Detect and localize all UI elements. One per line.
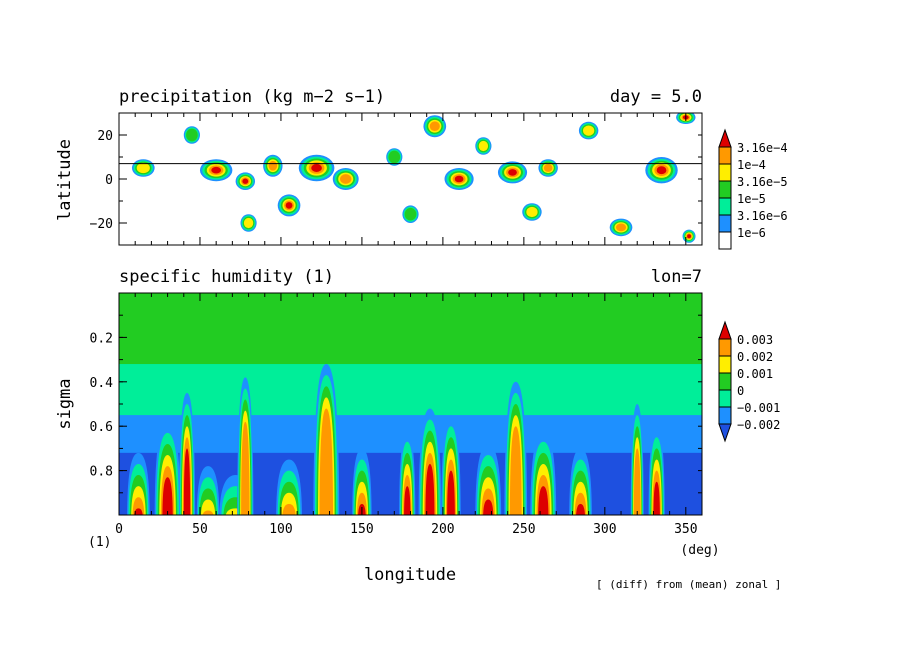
top-ytick-label: 20 <box>97 129 113 144</box>
humidity-plume <box>538 486 549 515</box>
bottom-ytick-label: 0.8 <box>90 465 113 480</box>
precip-cell <box>656 166 667 175</box>
colorbar-label: −0.002 <box>737 418 780 432</box>
colorbar-swatch <box>718 338 732 357</box>
precip-cell <box>508 169 517 176</box>
top-colorbar: 1e−6 3.16e−6 1e−5 3.16e−5 1e−4 3.16e−4 <box>718 128 788 250</box>
humidity-plume <box>509 426 522 515</box>
xunit-label: (deg) <box>680 543 719 558</box>
colorbar-swatch <box>718 406 732 425</box>
precip-cell <box>526 206 538 218</box>
precip-cell <box>583 125 595 136</box>
colorbar-label: 3.16e−6 <box>737 209 788 223</box>
top-axis: 20 0 −20 <box>90 112 703 246</box>
precip-cell <box>404 207 417 221</box>
colorbar-swatch <box>718 320 732 340</box>
precip-cell <box>687 234 691 239</box>
humidity-plume <box>404 486 411 515</box>
precip-cell <box>186 128 198 142</box>
bottom-xtick-label: 200 <box>431 522 454 537</box>
colorbar-label: 1e−4 <box>737 158 766 172</box>
colorbar-swatch <box>718 146 732 165</box>
top-field <box>131 113 696 243</box>
precip-cell <box>285 202 293 209</box>
colorbar-label: 3.16e−5 <box>737 175 788 189</box>
humidity-plume <box>183 448 191 515</box>
colorbar-label: 0.002 <box>737 350 773 364</box>
humidity-plume <box>202 510 214 515</box>
colorbar-swatch <box>718 389 732 408</box>
bottom-ylabel: sigma <box>55 378 75 429</box>
humidity-plume <box>319 408 334 515</box>
top-ytick-label: 0 <box>105 173 113 188</box>
colorbar-label: −0.001 <box>737 401 780 415</box>
colorbar-label: 0.003 <box>737 333 773 347</box>
colorbar-swatch <box>718 128 732 148</box>
colorbar-swatch <box>718 214 732 233</box>
precip-cell <box>543 164 553 172</box>
humidity-plume <box>229 519 242 531</box>
colorbar-label: 3.16e−4 <box>737 141 788 155</box>
bottom-xtick-label: 0 <box>115 522 123 537</box>
bottom-ytick-label: 0.6 <box>90 420 113 435</box>
bottom-ytick-label: 0.2 <box>90 331 113 346</box>
bottom-xtick-label: 50 <box>192 522 208 537</box>
top-ytick-label: −20 <box>90 217 113 232</box>
precip-cell <box>311 164 322 172</box>
humidity-plume <box>425 463 435 515</box>
humidity-plume <box>200 499 216 515</box>
top-ylabel: latitude <box>55 139 75 221</box>
bottom-axis: 0.2 0.4 0.6 0.8 0 50 100 150 200 250 300 350 <box>90 293 703 537</box>
colorbar-label: 0 <box>737 384 744 398</box>
precip-cell <box>243 217 254 229</box>
xlabel: longitude <box>364 565 456 585</box>
humidity-plume <box>633 448 641 515</box>
humidity-plume <box>162 477 173 515</box>
humidity-plume <box>447 470 455 515</box>
bottom-xtick-label: 300 <box>593 522 616 537</box>
colorbar-swatch <box>718 231 732 250</box>
bottom-xtick-label: 150 <box>350 522 373 537</box>
precip-cell <box>388 150 401 164</box>
precip-cell <box>136 162 150 174</box>
precip-cell <box>616 223 627 232</box>
colorbar-swatch <box>718 163 732 182</box>
colorbar-label: 0.001 <box>737 367 773 381</box>
bottom-colorbar: −0.002 −0.001 0 0.001 0.002 0.003 <box>718 320 780 443</box>
precip-cell <box>268 160 278 171</box>
bottom-xtick-label: 350 <box>674 522 697 537</box>
bottom-xtick-label: 250 <box>512 522 535 537</box>
colorbar-swatch <box>718 423 732 443</box>
bottom-ytick-label: 0.4 <box>90 376 114 391</box>
humidity-plume <box>241 421 250 515</box>
precip-cell <box>340 174 352 184</box>
colorbar-label: 1e−5 <box>737 192 766 206</box>
bottom-panel-title: specific humidity (1) <box>119 267 334 287</box>
colorbar-swatch <box>718 372 732 391</box>
colorbar-swatch <box>718 180 732 199</box>
precip-cell <box>454 175 464 183</box>
bottom-field <box>119 293 702 531</box>
precip-cell <box>478 140 489 152</box>
precip-cell <box>211 166 222 174</box>
precip-cell <box>242 178 249 184</box>
bottom-panel-lon-label: lon=7 <box>651 267 702 287</box>
bottom-xtick-label: 100 <box>269 522 292 537</box>
humidity-plume <box>284 515 294 519</box>
precip-cell <box>429 121 440 132</box>
humidity-plume <box>653 481 660 515</box>
humidity-plume <box>134 508 143 515</box>
colorbar-label: 1e−6 <box>737 226 766 240</box>
footer-note: [ (diff) from (mean) zonal ] <box>596 578 781 591</box>
top-panel-title: precipitation (kg m−2 s−1) <box>119 87 385 107</box>
humidity-plume <box>282 503 296 515</box>
colorbar-swatch <box>718 355 732 374</box>
humidity-plume <box>576 503 585 515</box>
top-panel-day-label: day = 5.0 <box>610 87 702 107</box>
humidity-plume <box>483 499 494 515</box>
yunit-label: (1) <box>88 535 111 550</box>
colorbar-swatch <box>718 197 732 216</box>
